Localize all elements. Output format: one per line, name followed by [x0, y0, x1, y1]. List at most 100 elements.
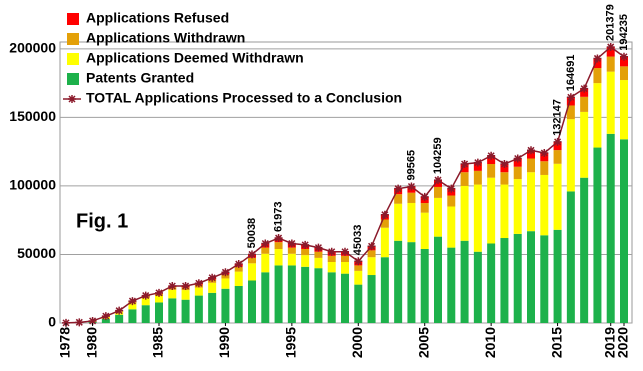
y-tick-label: 0 [48, 314, 56, 330]
total-marker [301, 240, 310, 249]
x-tick-label: 2019 [601, 327, 617, 358]
bar-segment [194, 295, 203, 323]
bar-segment [473, 162, 482, 171]
total-marker [168, 281, 177, 290]
bar-segment [221, 278, 230, 289]
bar-segment [287, 265, 296, 323]
bar-segment [341, 255, 349, 263]
bar-segment [620, 56, 628, 67]
bar-segment [540, 235, 549, 323]
bar-segment [527, 158, 535, 173]
bar-segment [301, 266, 310, 323]
bar-segment [620, 66, 628, 81]
total-marker [354, 257, 363, 266]
bar-segment [234, 285, 243, 323]
bar-segment [155, 302, 163, 323]
bar-segment [513, 158, 522, 167]
total-marker [208, 273, 217, 282]
bar-segment [221, 274, 230, 279]
total-marker [88, 316, 97, 325]
bar-segment [620, 139, 628, 323]
bar-segment [513, 166, 522, 180]
total-marker [327, 247, 336, 256]
bar-segment [500, 238, 509, 323]
bar-segment [261, 272, 270, 323]
bar-segment [527, 150, 535, 159]
bar-segment [301, 248, 310, 256]
bar-segment [473, 251, 482, 323]
total-marker [314, 243, 323, 252]
bar-segment [380, 257, 389, 323]
bar-segment [434, 197, 442, 237]
total-marker [287, 239, 296, 248]
total-marker [274, 234, 283, 243]
bar-segment [420, 203, 429, 213]
legend-swatch [67, 33, 79, 45]
bar-segment [513, 233, 522, 323]
total-marker [248, 250, 256, 259]
bar-segment [553, 163, 562, 230]
y-tick-label: 150000 [9, 108, 56, 124]
value-label: 45033 [352, 225, 364, 256]
total-marker [447, 184, 456, 193]
bar-segment [487, 243, 496, 323]
bar-segment [566, 119, 575, 192]
bar-segment [580, 96, 589, 112]
value-label: 132147 [551, 99, 563, 136]
total-marker [194, 279, 203, 288]
bar-segment [234, 266, 243, 272]
bar-segment [367, 257, 376, 276]
bar-segment [354, 265, 363, 271]
x-tick-label: 2020 [615, 327, 631, 358]
bar-segment [447, 195, 456, 207]
total-marker [155, 288, 163, 297]
bar-segment [566, 191, 575, 323]
bar-segment [540, 153, 549, 162]
total-marker [221, 268, 230, 277]
bar-segment [593, 83, 602, 148]
bar-segment [553, 229, 562, 323]
bar-segment [500, 172, 509, 185]
bar-segment [274, 265, 283, 323]
bar-segment [620, 80, 628, 140]
bar-segment [341, 262, 349, 274]
total-marker [394, 184, 403, 193]
bar-segment [141, 305, 150, 323]
total-marker [75, 318, 84, 327]
bar-segment [460, 163, 469, 173]
legend-swatch [67, 13, 79, 25]
bar-segment [208, 292, 217, 323]
bar-segment [420, 212, 429, 249]
bar-segment [606, 133, 615, 323]
total-marker [128, 297, 137, 306]
value-label: 50038 [246, 218, 258, 249]
bar-segment [327, 255, 336, 263]
bar-segment [606, 71, 615, 134]
bar-segment [314, 268, 323, 323]
bar-segment [460, 185, 469, 241]
annotation: Fig. 1 [76, 210, 128, 232]
bar-segment [487, 163, 496, 178]
bar-segment [527, 231, 535, 323]
x-tick-label: 1980 [83, 327, 99, 358]
total-marker [141, 291, 150, 300]
bar-segment [341, 273, 349, 323]
bar-segment [287, 247, 296, 254]
bar-segment [394, 194, 403, 204]
bar-segment [527, 172, 535, 232]
legend-marker [68, 95, 76, 103]
bar-segment [580, 88, 589, 97]
value-label: 104259 [432, 137, 444, 174]
bar-segment [155, 295, 163, 303]
y-tick-label: 100000 [9, 177, 56, 193]
bar-segment [606, 46, 615, 57]
bar-segment [248, 280, 256, 323]
x-tick-label: 2000 [349, 327, 365, 358]
bar-segment [314, 257, 323, 269]
bar-segment [261, 253, 270, 273]
bar-segment [141, 298, 150, 306]
bar-segment [248, 263, 256, 281]
total-marker [473, 158, 482, 167]
bar-segment [367, 275, 376, 323]
legend-label: Applications Deemed Withdrawn [86, 50, 304, 66]
